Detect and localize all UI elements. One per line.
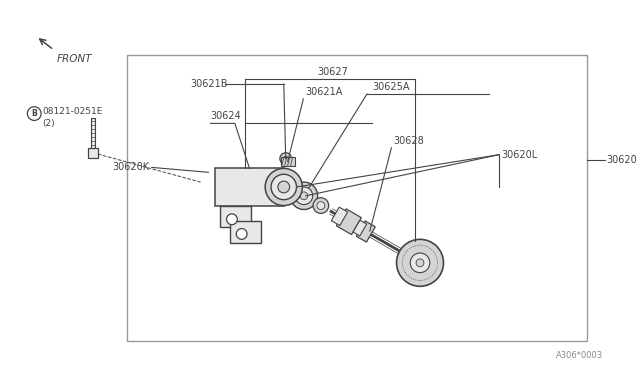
Text: FRONT: FRONT: [57, 54, 92, 64]
Circle shape: [280, 153, 292, 164]
Polygon shape: [353, 220, 367, 236]
Text: 30625A: 30625A: [372, 82, 410, 92]
Circle shape: [416, 259, 424, 267]
Text: 30621A: 30621A: [305, 87, 342, 97]
Text: 30620: 30620: [607, 155, 637, 164]
Circle shape: [295, 187, 313, 205]
Circle shape: [317, 202, 324, 209]
Circle shape: [28, 107, 41, 121]
Text: 30628: 30628: [394, 136, 424, 146]
Bar: [281, 157, 294, 166]
Polygon shape: [336, 209, 362, 235]
Circle shape: [278, 181, 290, 193]
Text: 30627: 30627: [317, 67, 349, 77]
Bar: [220, 206, 252, 227]
Circle shape: [397, 239, 444, 286]
Text: 30621B: 30621B: [191, 79, 228, 89]
Circle shape: [290, 182, 317, 209]
Circle shape: [313, 198, 329, 214]
Circle shape: [300, 192, 308, 200]
Text: 08121-0251E: 08121-0251E: [42, 107, 102, 116]
Text: 30620K: 30620K: [113, 163, 150, 172]
Circle shape: [284, 156, 288, 161]
Bar: [90, 119, 95, 148]
Bar: [127, 55, 587, 341]
Text: 30624: 30624: [211, 112, 241, 121]
Circle shape: [271, 174, 296, 200]
Text: B: B: [31, 109, 37, 118]
Circle shape: [236, 228, 247, 239]
Bar: [215, 169, 284, 206]
Bar: [230, 221, 261, 243]
Circle shape: [410, 253, 430, 273]
Polygon shape: [356, 221, 375, 242]
Circle shape: [265, 169, 302, 206]
Polygon shape: [332, 207, 348, 225]
Text: 30620L: 30620L: [501, 150, 537, 160]
Text: (2): (2): [42, 119, 54, 128]
Bar: [88, 148, 98, 158]
Text: A306*0003: A306*0003: [556, 351, 603, 360]
Circle shape: [227, 214, 237, 225]
